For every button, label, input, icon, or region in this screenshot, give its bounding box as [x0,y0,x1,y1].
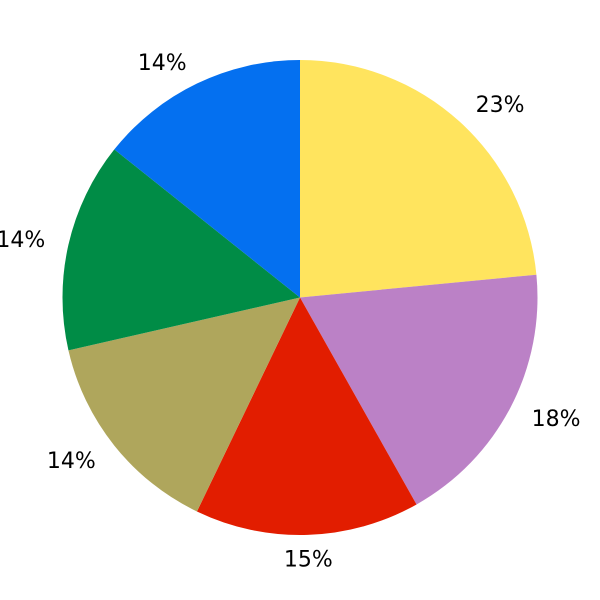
slice-label-5: 14% [0,228,45,253]
pie-slice-3 [196,297,417,536]
pie-slice-1 [300,60,537,298]
slice-label-1: 23% [476,93,525,118]
pie-slice-5 [62,149,300,351]
slice-label-4: 14% [47,449,96,474]
slice-label-6: 14% [138,51,187,76]
pie-slice-2 [300,274,538,505]
pie-slice-4 [68,297,300,512]
slice-label-2: 18% [532,407,581,432]
pie-slice-6 [114,60,300,298]
slice-label-3: 15% [284,547,333,572]
